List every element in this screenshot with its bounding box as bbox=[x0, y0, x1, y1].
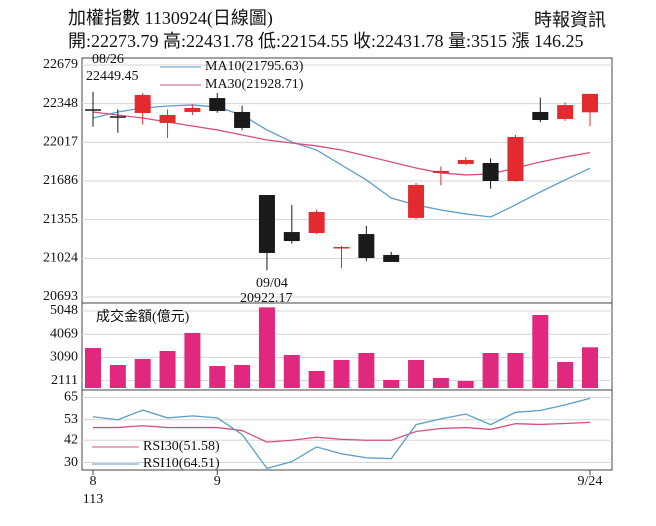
bar bbox=[308, 370, 325, 388]
bar bbox=[234, 364, 251, 388]
candle-body bbox=[333, 247, 350, 249]
frame bbox=[81, 57, 613, 471]
y-tick-label: 5048 bbox=[50, 303, 78, 318]
candle-body bbox=[457, 159, 474, 164]
x-tick-label: 8 bbox=[90, 474, 97, 489]
y-tick-label: 22348 bbox=[43, 96, 78, 111]
y-tick-label: 3090 bbox=[50, 350, 78, 365]
bar bbox=[532, 315, 549, 388]
bar bbox=[209, 365, 226, 388]
x-tick-label: 9/24 bbox=[578, 474, 603, 489]
y-tick-label: 4069 bbox=[50, 326, 78, 341]
legend-label: RSI30(51.58) bbox=[143, 439, 220, 454]
bar bbox=[283, 354, 300, 388]
candle-body bbox=[557, 105, 574, 119]
bar bbox=[432, 377, 449, 388]
bar bbox=[109, 364, 126, 388]
y-tick-label: 22017 bbox=[43, 135, 78, 150]
candle-body bbox=[258, 195, 275, 253]
bar bbox=[507, 352, 524, 388]
y-tick-label: 22679 bbox=[43, 57, 78, 72]
y-tick-label: 21355 bbox=[43, 212, 78, 227]
y-tick-label: 21686 bbox=[43, 173, 78, 188]
candle-body bbox=[532, 111, 549, 121]
series-line bbox=[92, 111, 591, 176]
candle-body bbox=[582, 93, 598, 113]
bar bbox=[134, 358, 151, 388]
annotation: 20922.17 bbox=[240, 291, 293, 306]
y-tick-label: 65 bbox=[64, 390, 78, 405]
candle-body bbox=[482, 163, 499, 181]
candle-body bbox=[209, 98, 226, 112]
source: 時報資訊 bbox=[534, 10, 606, 30]
candle-body bbox=[184, 107, 201, 112]
panel-title: 成交金額(億元) bbox=[96, 308, 190, 325]
x-sublabel: 113 bbox=[83, 492, 103, 507]
bar bbox=[258, 307, 275, 388]
bar bbox=[383, 380, 400, 388]
candle-body bbox=[159, 114, 176, 123]
bar bbox=[457, 381, 474, 388]
bar bbox=[333, 359, 350, 388]
quote: 開:22273.79 高:22431.78 低:22154.55 收:22431… bbox=[68, 31, 584, 51]
bar bbox=[358, 352, 375, 388]
y-tick-label: 2111 bbox=[51, 373, 78, 388]
bar bbox=[582, 347, 598, 388]
candle-body bbox=[507, 136, 524, 181]
candle-body bbox=[383, 254, 400, 262]
bar bbox=[557, 362, 574, 388]
annotation: 09/04 bbox=[256, 276, 288, 291]
series-line bbox=[92, 397, 591, 470]
candle-body bbox=[308, 211, 325, 233]
candle-body bbox=[134, 95, 151, 114]
candle-body bbox=[234, 111, 251, 128]
series-line bbox=[92, 104, 591, 218]
legend-label: RSI10(64.51) bbox=[143, 456, 220, 471]
series-line bbox=[93, 421, 591, 443]
y-tick-label: 20693 bbox=[43, 289, 78, 304]
annotation: 08/26 bbox=[92, 52, 124, 67]
y-tick-label: 30 bbox=[64, 455, 78, 470]
bar bbox=[85, 347, 101, 388]
y-tick-label: 21024 bbox=[43, 251, 78, 266]
candle-body bbox=[358, 234, 375, 258]
x-tick-label: 9 bbox=[214, 474, 221, 489]
legend-label: MA10(21795.63) bbox=[205, 59, 304, 74]
legend-label: MA30(21928.71) bbox=[205, 77, 304, 92]
annotation: 22449.45 bbox=[86, 69, 139, 84]
bar bbox=[408, 359, 425, 388]
bar bbox=[184, 333, 201, 388]
candle-body bbox=[109, 116, 126, 118]
candle-body bbox=[408, 184, 425, 218]
y-tick-label: 53 bbox=[64, 412, 78, 427]
bar bbox=[159, 351, 176, 388]
candle-body bbox=[432, 170, 449, 173]
bar bbox=[482, 352, 499, 388]
candle-body bbox=[85, 109, 101, 111]
chart-title: 加權指數 1130924(日線圖) bbox=[68, 8, 273, 29]
candle-body bbox=[283, 232, 300, 242]
y-tick-label: 42 bbox=[64, 432, 78, 447]
